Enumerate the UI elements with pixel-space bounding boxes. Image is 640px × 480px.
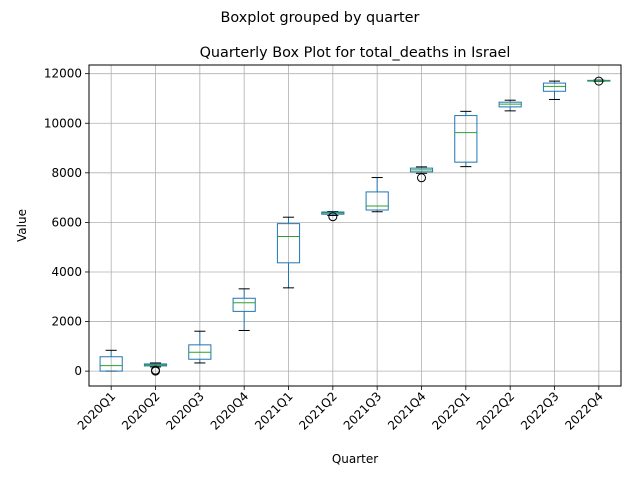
y-tick-label: 8000	[51, 166, 82, 180]
box-series	[99, 76, 611, 376]
x-axis: 2020Q1 2020Q2 2020Q3 2020Q4 2021Q1 2021Q2 2021…	[75, 386, 606, 433]
box-2021Q3	[365, 177, 389, 213]
x-tick-label: 2020Q1	[75, 389, 119, 433]
y-tick-label: 4000	[51, 265, 82, 279]
y-axis-label: Value	[15, 209, 29, 242]
x-tick-label: 2021Q3	[341, 389, 385, 433]
x-tick-label: 2022Q4	[562, 389, 606, 433]
x-tick-label: 2020Q2	[119, 389, 163, 433]
iqr-box	[454, 115, 478, 163]
x-tick-label: 2022Q1	[429, 389, 473, 433]
grid-lines	[89, 65, 621, 386]
box-2022Q1	[454, 110, 478, 168]
plot-frame	[88, 64, 622, 387]
box-2021Q4	[409, 166, 434, 183]
y-tick-label: 12000	[44, 67, 82, 81]
box-2022Q4	[587, 76, 611, 86]
outlier-point	[417, 173, 426, 183]
iqr-box	[232, 297, 256, 312]
iqr-box	[365, 191, 389, 211]
box-2021Q1	[276, 216, 301, 289]
y-tick-label: 6000	[51, 215, 82, 229]
box-2020Q2	[143, 362, 168, 376]
box-2020Q3	[188, 330, 212, 364]
chart-title: Quarterly Box Plot for total_deaths in I…	[200, 45, 511, 61]
x-tick-label: 2022Q2	[474, 389, 518, 433]
x-tick-label: 2021Q4	[385, 389, 429, 433]
figure-suptitle: Boxplot grouped by quarter	[221, 10, 420, 26]
x-tick-label: 2020Q3	[163, 389, 207, 433]
y-tick-label: 2000	[51, 315, 82, 329]
iqr-box	[276, 223, 301, 264]
x-tick-label: 2020Q4	[208, 389, 252, 433]
box-2020Q1	[99, 349, 123, 372]
outlier-point	[328, 212, 338, 222]
y-tick-label: 0	[74, 364, 82, 378]
x-tick-label: 2021Q1	[252, 389, 296, 433]
y-tick-label: 10000	[44, 116, 82, 130]
outlier-point	[151, 365, 160, 375]
x-axis-label: Quarter	[332, 452, 378, 466]
x-tick-label: 2022Q3	[518, 389, 562, 433]
box-2022Q3	[542, 80, 567, 100]
x-tick-label: 2021Q2	[296, 389, 340, 433]
y-axis: 0 2000 4000 6000 8000 10000 12000	[44, 67, 89, 378]
box-2020Q4	[232, 288, 256, 331]
iqr-box	[99, 356, 123, 372]
box-2022Q2	[498, 99, 522, 112]
box-2021Q2	[321, 210, 345, 222]
iqr-box	[542, 82, 567, 92]
outlier-point	[594, 76, 604, 86]
